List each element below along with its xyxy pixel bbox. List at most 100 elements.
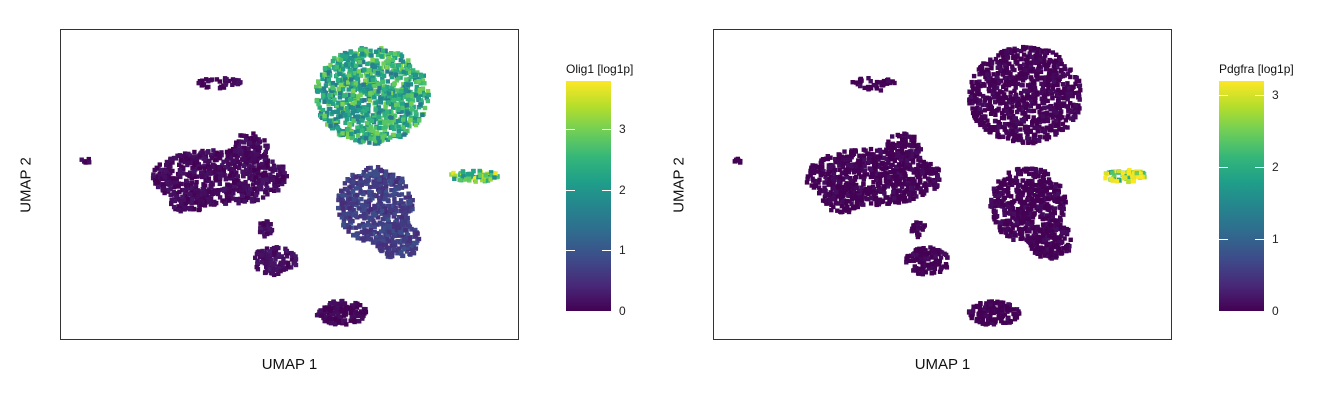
cell-point (854, 182, 859, 188)
cell-point (1059, 61, 1064, 67)
cell-point (322, 311, 327, 317)
cell-point (1054, 74, 1059, 79)
cell-point (264, 246, 270, 251)
cell-point (345, 127, 350, 132)
cell-point (1013, 175, 1019, 180)
cell-point (1031, 212, 1037, 217)
cell-point (1030, 95, 1035, 100)
cell-point (357, 180, 362, 185)
cell-point (197, 153, 202, 158)
cell-point (276, 245, 281, 251)
cell-point (196, 80, 201, 86)
cell-point (290, 252, 295, 258)
cell-point (344, 193, 349, 198)
cell-point (992, 81, 997, 86)
cell-point (1015, 109, 1020, 115)
cell-point (987, 97, 993, 102)
cell-point (861, 202, 866, 207)
cell-point (859, 162, 865, 168)
cell-point (194, 156, 199, 161)
cell-point (374, 193, 379, 199)
cell-point (465, 172, 471, 177)
cell-point (1036, 174, 1041, 179)
cell-point (845, 163, 851, 168)
cell-point (364, 173, 369, 179)
cell-point (193, 164, 198, 170)
cell-point (382, 214, 388, 219)
cell-point (931, 167, 936, 172)
cell-point (992, 119, 998, 124)
cell-point (1032, 229, 1037, 234)
cell-point (232, 152, 237, 158)
cell-point (397, 184, 402, 189)
cell-point (392, 196, 397, 201)
cell-point (928, 179, 934, 184)
cell-point (920, 168, 925, 173)
cell-point (886, 160, 891, 165)
cell-point (258, 225, 264, 231)
cell-point (385, 52, 390, 57)
cell-point (396, 124, 401, 129)
cell-point (359, 98, 365, 103)
cell-point (986, 61, 991, 67)
cell-point (1046, 85, 1051, 90)
cell-point (256, 149, 262, 154)
cell-point (998, 228, 1003, 233)
cell-point (405, 66, 410, 71)
cell-point (1018, 66, 1023, 71)
cell-point (1049, 113, 1054, 118)
cell-point (1028, 189, 1033, 194)
cell-point (829, 207, 834, 213)
cell-point (1066, 86, 1072, 91)
cell-point (1013, 76, 1018, 82)
cell-point (210, 191, 215, 196)
cell-point (1000, 110, 1005, 116)
cell-point (911, 141, 916, 147)
cell-point (263, 170, 268, 175)
cell-point (1003, 95, 1008, 100)
cell-point (268, 257, 274, 263)
cell-point (976, 111, 982, 116)
cell-point (276, 271, 281, 276)
cell-point (1056, 226, 1061, 232)
cell-point (1001, 108, 1007, 113)
cell-point (993, 203, 998, 209)
cell-point (370, 240, 376, 245)
cell-point (1020, 75, 1025, 80)
cell-point (200, 186, 205, 192)
cell-point (264, 163, 269, 168)
cell-point (1035, 195, 1040, 200)
cell-point (346, 87, 351, 92)
cell-point (362, 236, 367, 241)
cell-point (248, 170, 253, 175)
cell-point (864, 172, 870, 177)
cell-point (351, 208, 356, 213)
cell-point (263, 173, 268, 178)
cell-point (244, 134, 249, 139)
cell-point (1010, 104, 1015, 109)
cell-point (353, 80, 359, 86)
cell-point (827, 177, 832, 182)
cell-point (1030, 123, 1035, 128)
cell-point (856, 168, 862, 174)
cell-point (873, 177, 879, 182)
cell-point (355, 192, 360, 198)
cell-point (880, 199, 885, 205)
cell-point (209, 155, 215, 161)
cell-point (389, 243, 394, 249)
cell-point (204, 170, 209, 175)
cell-point (235, 153, 241, 158)
cell-point (235, 174, 241, 179)
cell-point (996, 124, 1001, 130)
cell-point (1033, 182, 1038, 188)
cell-point (248, 186, 253, 192)
cell-point (811, 185, 817, 190)
cell-point (401, 117, 406, 122)
cell-point (1046, 194, 1052, 199)
cell-point (332, 322, 338, 327)
cell-point (908, 195, 913, 200)
cell-point (375, 243, 380, 249)
cell-point (1007, 207, 1013, 212)
cell-point (171, 204, 177, 210)
cell-point (325, 318, 330, 323)
